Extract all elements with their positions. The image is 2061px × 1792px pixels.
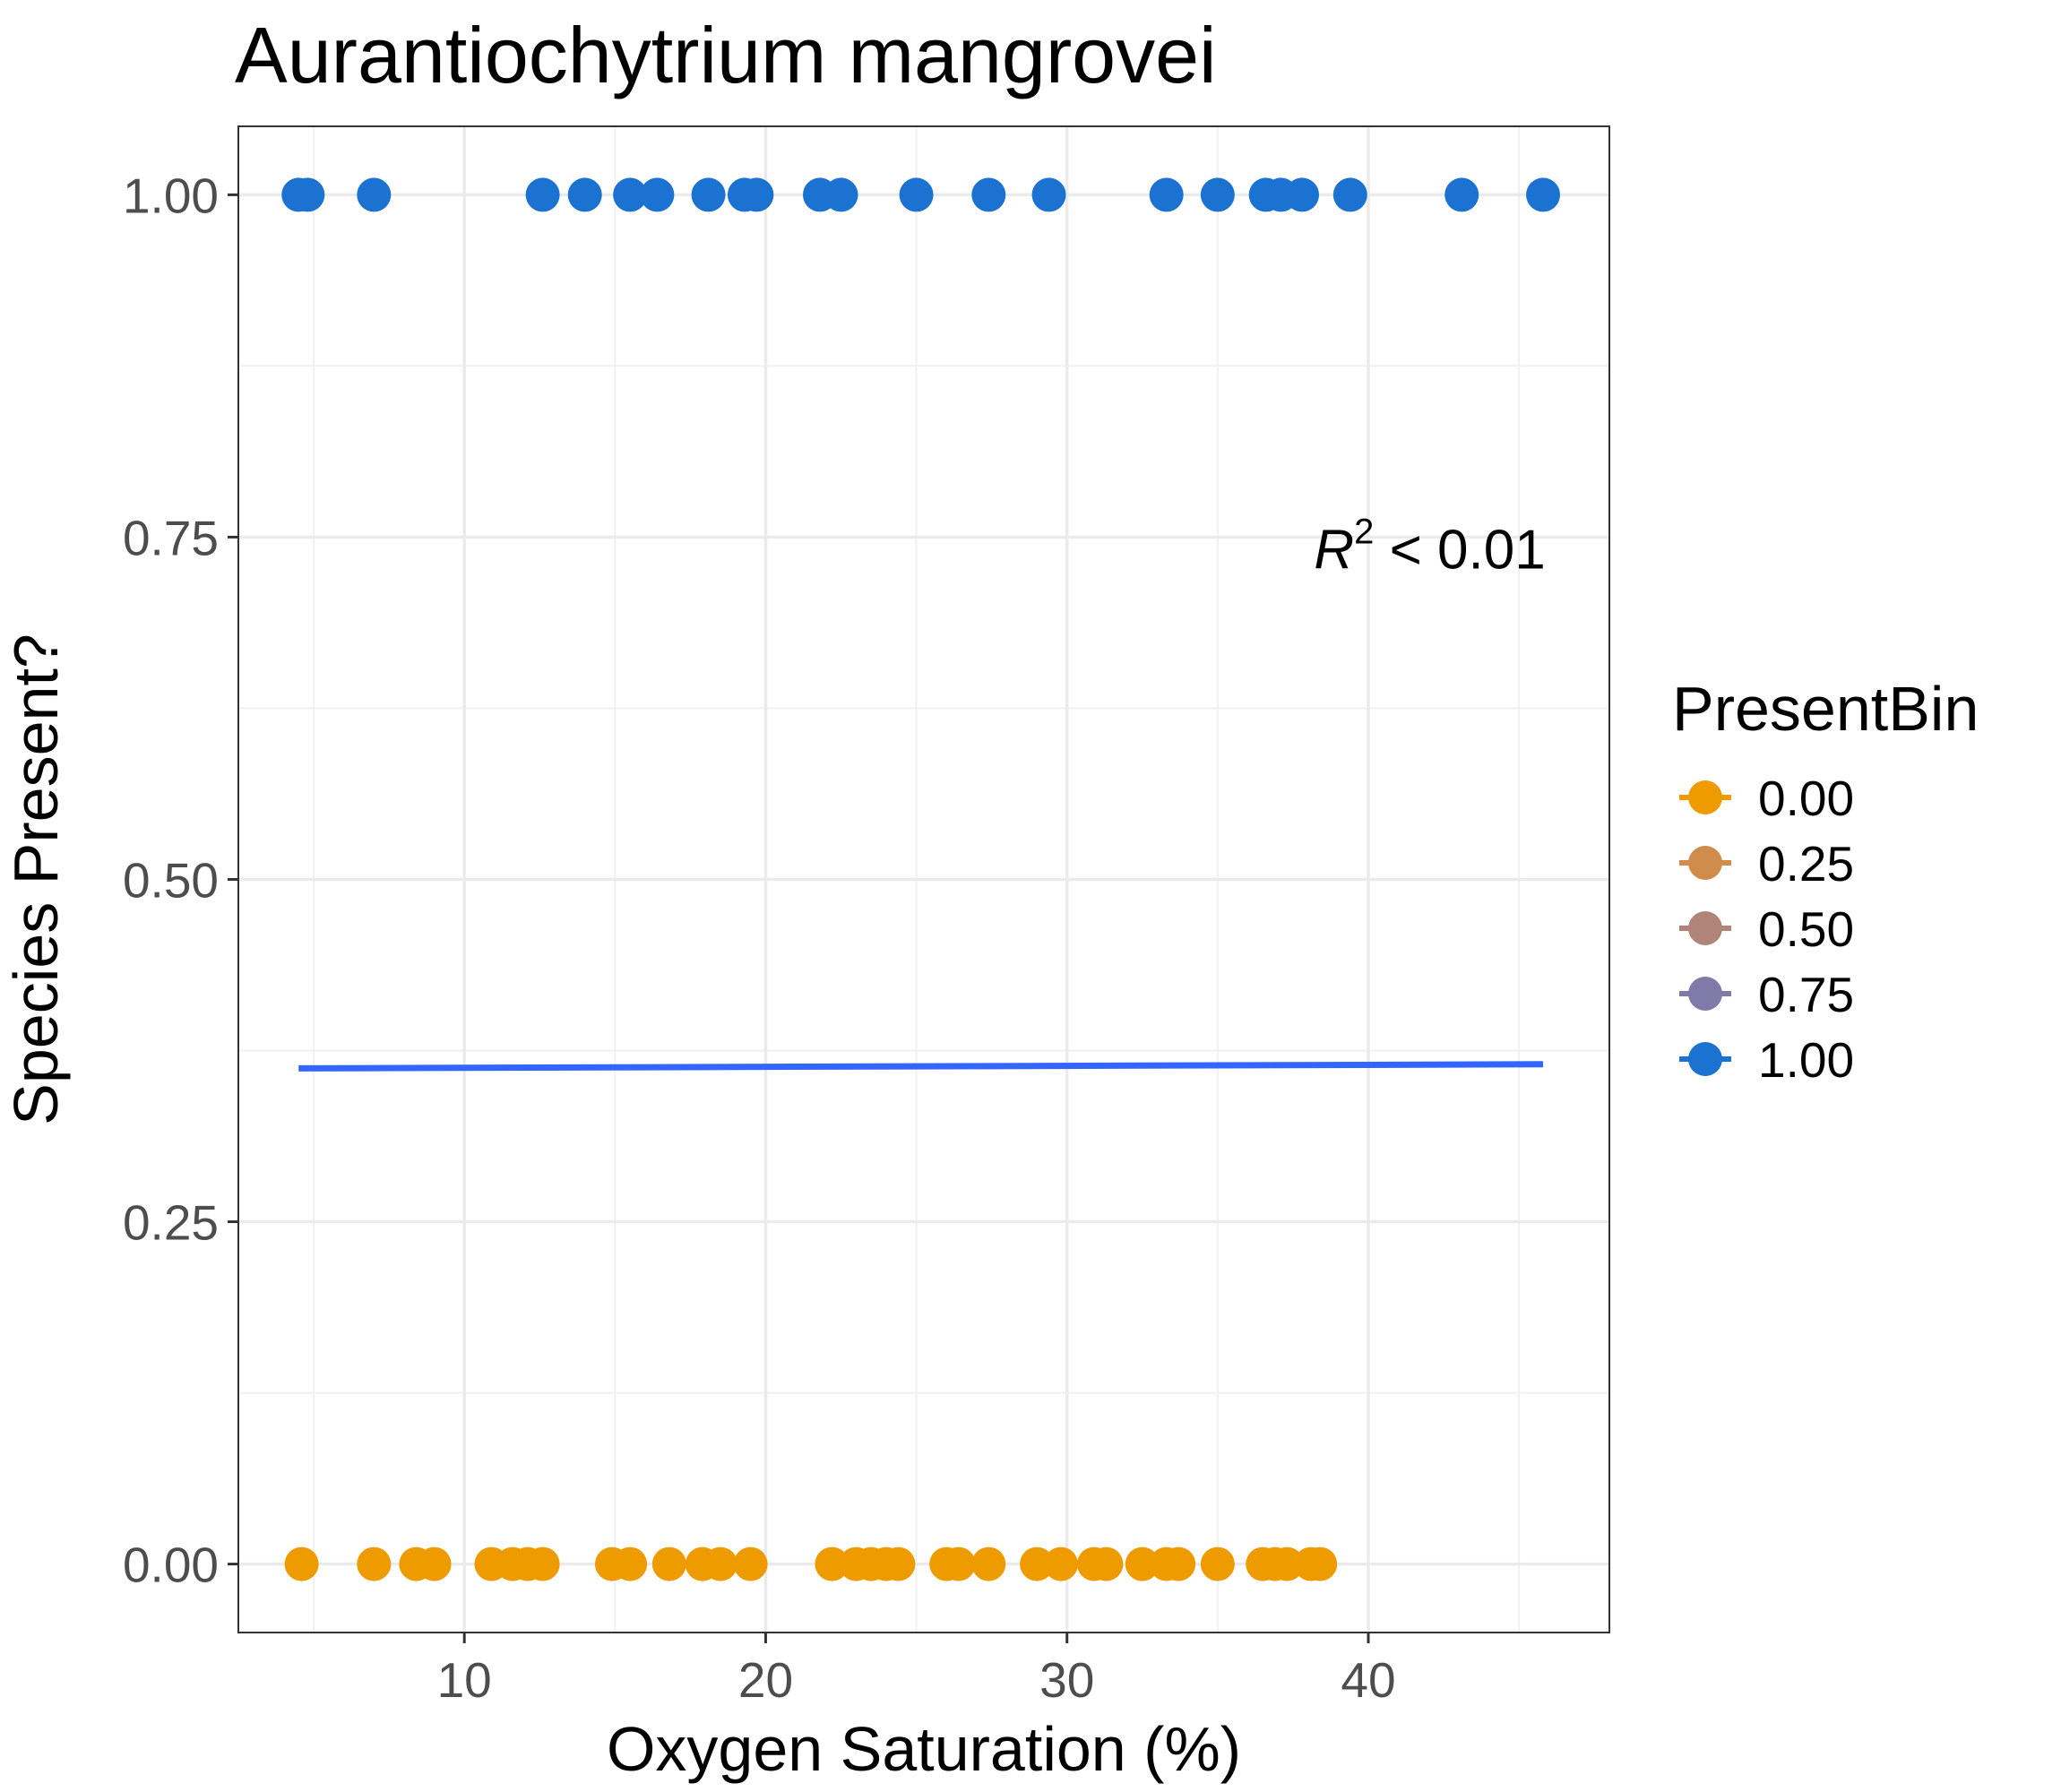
legend-label: 0.00 <box>1758 771 1854 826</box>
y-tick-label: 0.50 <box>123 853 219 909</box>
data-point <box>815 1546 849 1581</box>
regression-line <box>298 1061 1544 1072</box>
y-tick-label: 0.00 <box>123 1538 219 1593</box>
data-point <box>1031 177 1066 212</box>
r-superscript: 2 <box>1354 513 1374 552</box>
data-point <box>290 177 325 212</box>
legend-label: 1.00 <box>1758 1032 1854 1088</box>
x-tick-label: 20 <box>738 1652 793 1708</box>
x-tick-label: 40 <box>1341 1652 1395 1708</box>
data-point <box>739 177 774 212</box>
data-point <box>703 1546 738 1581</box>
data-point <box>1303 1546 1338 1581</box>
r-symbol: R <box>1314 520 1354 582</box>
legend-key-dot <box>1688 1042 1722 1076</box>
data-point <box>1270 1546 1305 1581</box>
data-point <box>640 177 675 212</box>
data-point <box>881 1546 916 1581</box>
data-point <box>1044 1546 1078 1581</box>
data-point <box>1161 1546 1196 1581</box>
y-tick-label: 0.75 <box>123 510 219 565</box>
data-point <box>417 1546 452 1581</box>
x-tick-label: 30 <box>1039 1652 1094 1708</box>
data-point <box>357 1546 392 1581</box>
data-point <box>525 177 560 212</box>
data-point <box>1089 1546 1124 1581</box>
regression-line-layer <box>298 1061 1544 1072</box>
legend-key-dot <box>1688 977 1722 1011</box>
legend-key-dot <box>1688 780 1722 814</box>
chart-title: Aurantiochytrium mangrovei <box>235 11 1217 99</box>
data-point <box>1285 177 1320 212</box>
data-point <box>357 177 392 212</box>
data-point <box>1200 177 1235 212</box>
data-point <box>651 1546 686 1581</box>
data-point <box>1444 177 1479 212</box>
x-tick-label: 10 <box>437 1652 492 1708</box>
data-point <box>1200 1546 1235 1581</box>
axis-ticks: 10 20 30 40 0.00 0.25 0.50 0.75 1.00 <box>123 168 1396 1708</box>
x-axis-title: Oxygen Saturation (%) <box>607 1714 1241 1784</box>
grid-lines <box>238 126 1609 1633</box>
legend-label: 0.25 <box>1758 836 1854 892</box>
y-tick-label: 1.00 <box>123 168 219 223</box>
legend-key-dot <box>1688 911 1722 945</box>
data-point <box>1526 177 1561 212</box>
legend: PresentBin 0.00 0.25 0.50 0.75 1.00 <box>1672 674 1979 1088</box>
data-point <box>941 1546 976 1581</box>
data-point <box>284 1546 319 1581</box>
data-point <box>1125 1546 1160 1581</box>
data-point <box>1332 177 1367 212</box>
data-point <box>613 1546 648 1581</box>
y-axis-title: Species Present? <box>1 633 71 1125</box>
legend-label: 0.75 <box>1758 967 1854 1022</box>
legend-title: PresentBin <box>1672 674 1979 744</box>
annotation-value: < 0.01 <box>1374 520 1545 582</box>
data-point <box>899 177 934 212</box>
legend-key-dot <box>1688 846 1722 880</box>
data-point <box>733 1546 768 1581</box>
y-tick-label: 0.25 <box>123 1195 219 1251</box>
data-point <box>691 177 726 212</box>
data-point <box>1149 177 1184 212</box>
data-point <box>1020 1546 1055 1581</box>
data-point <box>525 1546 560 1581</box>
data-point <box>824 177 858 212</box>
legend-items: 0.00 0.25 0.50 0.75 1.00 <box>1679 771 1854 1088</box>
data-point <box>567 177 602 212</box>
data-point <box>971 1546 1006 1581</box>
legend-label: 0.50 <box>1758 901 1854 957</box>
r-squared-annotation: R2 < 0.01 <box>1314 513 1545 582</box>
data-points <box>281 177 1561 1581</box>
data-point <box>971 177 1006 212</box>
data-point <box>613 177 648 212</box>
